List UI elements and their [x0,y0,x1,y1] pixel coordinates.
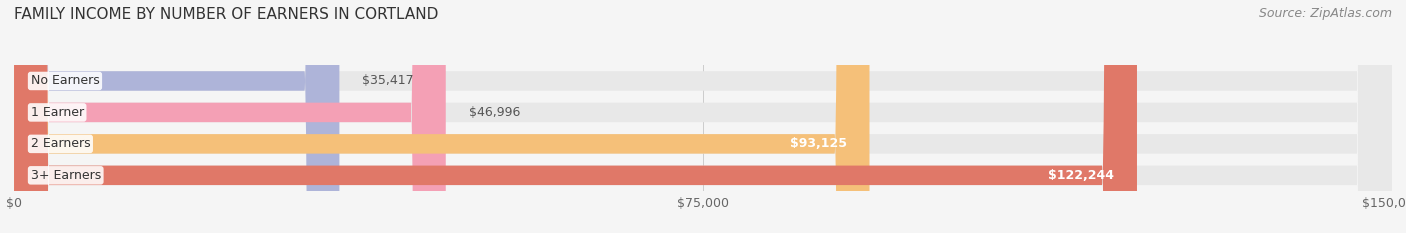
Text: Source: ZipAtlas.com: Source: ZipAtlas.com [1258,7,1392,20]
Text: FAMILY INCOME BY NUMBER OF EARNERS IN CORTLAND: FAMILY INCOME BY NUMBER OF EARNERS IN CO… [14,7,439,22]
Text: 1 Earner: 1 Earner [31,106,84,119]
FancyBboxPatch shape [14,0,1392,233]
FancyBboxPatch shape [14,0,446,233]
Text: $122,244: $122,244 [1047,169,1114,182]
FancyBboxPatch shape [14,0,1392,233]
FancyBboxPatch shape [14,0,1392,233]
FancyBboxPatch shape [14,0,869,233]
Text: 2 Earners: 2 Earners [31,137,90,150]
FancyBboxPatch shape [14,0,339,233]
FancyBboxPatch shape [14,0,1392,233]
Text: No Earners: No Earners [31,75,100,87]
Text: $35,417: $35,417 [363,75,413,87]
Text: 3+ Earners: 3+ Earners [31,169,101,182]
FancyBboxPatch shape [14,0,1137,233]
Text: $46,996: $46,996 [468,106,520,119]
Text: $93,125: $93,125 [790,137,846,150]
